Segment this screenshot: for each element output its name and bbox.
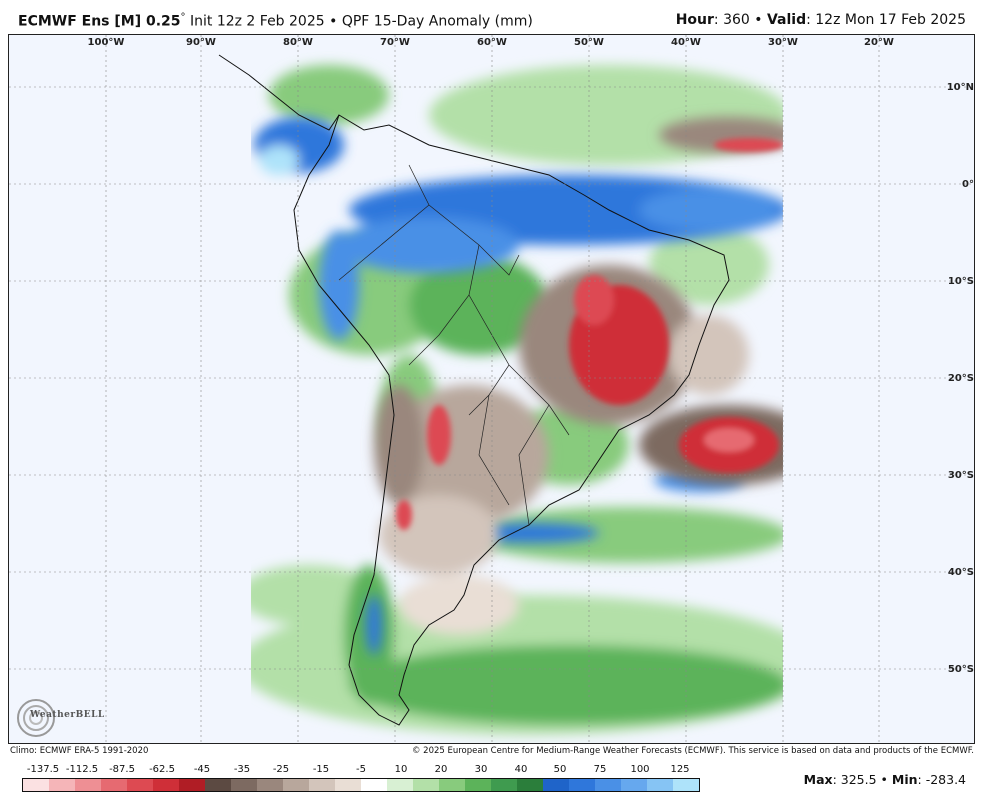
title-bullet: • bbox=[329, 13, 338, 30]
colorbar-swatch bbox=[231, 779, 257, 791]
anomaly-map: 100°W 90°W 80°W 70°W 60°W 50°W 40°W 30°W… bbox=[9, 35, 974, 743]
colorbar-label: 75 bbox=[593, 764, 607, 775]
colorbar-label: 10 bbox=[394, 764, 408, 775]
colorbar-swatch bbox=[127, 779, 153, 791]
colorbar-labels: -137.5 -112.5 -87.5 -62.5 -45 -35 -25 -1… bbox=[0, 764, 720, 778]
colorbar-label: -112.5 bbox=[65, 764, 99, 775]
lat-label-50s: 50°S bbox=[948, 664, 974, 675]
colorbar-swatch bbox=[361, 779, 387, 791]
valid-label: Valid bbox=[766, 12, 807, 28]
max-min-readout: Max: 325.5 • Min: -283.4 bbox=[804, 772, 966, 787]
lon-label-30w: 30°W bbox=[768, 37, 798, 48]
colorbar-swatch bbox=[517, 779, 543, 791]
colorbar-swatch bbox=[309, 779, 335, 791]
dry-anomaly-red bbox=[396, 138, 783, 530]
colorbar-label: 100 bbox=[630, 764, 650, 775]
colorbar-label: -25 bbox=[272, 764, 290, 775]
degree-symbol: ° bbox=[180, 12, 186, 23]
lon-label-90w: 90°W bbox=[186, 37, 216, 48]
hour-label: Hour bbox=[675, 12, 714, 28]
graticule bbox=[9, 35, 974, 743]
lat-label-10s: 10°S bbox=[948, 276, 974, 287]
colorbar-swatch bbox=[153, 779, 179, 791]
colorbar-swatch bbox=[257, 779, 283, 791]
colorbar-swatch bbox=[647, 779, 673, 791]
hour-value: : 360 • bbox=[713, 12, 763, 28]
colorbar-swatch bbox=[75, 779, 101, 791]
climo-note: Climo: ECMWF ERA-5 1991-2020 bbox=[10, 746, 149, 756]
lat-label-40s: 40°S bbox=[948, 567, 974, 578]
lat-label-0: 0° bbox=[962, 179, 974, 190]
colorbar-label: -15 bbox=[312, 764, 330, 775]
colorbar-swatch bbox=[465, 779, 491, 791]
valid-time-info: Hour: 360 • Valid: 12z Mon 17 Feb 2025 bbox=[676, 12, 966, 28]
colorbar-label: -5 bbox=[356, 764, 366, 775]
colorbar-swatch bbox=[283, 779, 309, 791]
coastline bbox=[293, 114, 730, 726]
lon-label-50w: 50°W bbox=[574, 37, 604, 48]
colorbar-label: -35 bbox=[233, 764, 251, 775]
colorbar-label: 125 bbox=[670, 764, 690, 775]
product-name: QPF 15-Day Anomaly (mm) bbox=[341, 13, 533, 30]
central-america-coast bbox=[218, 54, 340, 131]
colorbar-swatch bbox=[621, 779, 647, 791]
lon-label-20w: 20°W bbox=[864, 37, 894, 48]
colorbar-swatch bbox=[439, 779, 465, 791]
header: ECMWF Ens [M] 0.25° Init 12z 2 Feb 2025 … bbox=[0, 0, 984, 34]
colorbar-label: -45 bbox=[193, 764, 211, 775]
max-label: Max bbox=[803, 772, 833, 787]
map-frame: 100°W 90°W 80°W 70°W 60°W 50°W 40°W 30°W… bbox=[8, 34, 975, 744]
valid-value: : 12z Mon 17 Feb 2025 bbox=[806, 12, 966, 28]
logo-swirl-icon bbox=[17, 699, 55, 737]
colorbar-swatch bbox=[569, 779, 595, 791]
colorbar-swatch bbox=[23, 779, 49, 791]
colorbar-swatch bbox=[205, 779, 231, 791]
colorbar-label: 30 bbox=[474, 764, 488, 775]
min-value: : -283.4 bbox=[917, 772, 966, 787]
max-value: : 325.5 • bbox=[832, 772, 888, 787]
map-title: ECMWF Ens [M] 0.25° Init 12z 2 Feb 2025 … bbox=[18, 12, 533, 30]
colorbar bbox=[22, 778, 700, 792]
init-time: Init 12z 2 Feb 2025 bbox=[189, 13, 325, 30]
anomaly-fields bbox=[251, 65, 783, 735]
model-name: ECMWF Ens [M] 0.25 bbox=[18, 13, 181, 30]
colorbar-swatch bbox=[491, 779, 517, 791]
colorbar-label: 40 bbox=[514, 764, 528, 775]
lon-label-80w: 80°W bbox=[283, 37, 313, 48]
colorbar-label: 50 bbox=[553, 764, 567, 775]
colorbar-label: -62.5 bbox=[149, 764, 175, 775]
lon-label-60w: 60°W bbox=[477, 37, 507, 48]
colorbar-swatch bbox=[413, 779, 439, 791]
lon-label-100w: 100°W bbox=[88, 37, 125, 48]
colorbar-swatch bbox=[49, 779, 75, 791]
longitude-labels: 100°W 90°W 80°W 70°W 60°W 50°W 40°W 30°W… bbox=[88, 37, 894, 48]
colorbar-swatch bbox=[673, 779, 699, 791]
colorbar-swatch bbox=[101, 779, 127, 791]
colorbar-swatch bbox=[543, 779, 569, 791]
copyright-note: © 2025 European Centre for Medium-Range … bbox=[411, 746, 974, 756]
colorbar-label: -87.5 bbox=[109, 764, 135, 775]
country-borders bbox=[338, 164, 570, 526]
colorbar-swatch bbox=[595, 779, 621, 791]
weatherbell-logo: WeatherBELL bbox=[14, 696, 114, 740]
min-label: Min bbox=[891, 772, 918, 787]
colorbar-label: -137.5 bbox=[26, 764, 60, 775]
lat-label-30s: 30°S bbox=[948, 470, 974, 481]
colorbar-swatch bbox=[179, 779, 205, 791]
logo-text: WeatherBELL bbox=[30, 710, 105, 720]
colorbar-swatch bbox=[387, 779, 413, 791]
lat-label-10n: 10°N bbox=[947, 82, 974, 93]
colorbar-legend: -137.5 -112.5 -87.5 -62.5 -45 -35 -25 -1… bbox=[0, 758, 984, 808]
latitude-labels: 10°N 0° 10°S 20°S 30°S 40°S 50°S bbox=[947, 82, 974, 675]
lon-label-40w: 40°W bbox=[671, 37, 701, 48]
colorbar-swatch bbox=[335, 779, 361, 791]
lat-label-20s: 20°S bbox=[948, 373, 974, 384]
lon-label-70w: 70°W bbox=[380, 37, 410, 48]
colorbar-label: 20 bbox=[434, 764, 448, 775]
